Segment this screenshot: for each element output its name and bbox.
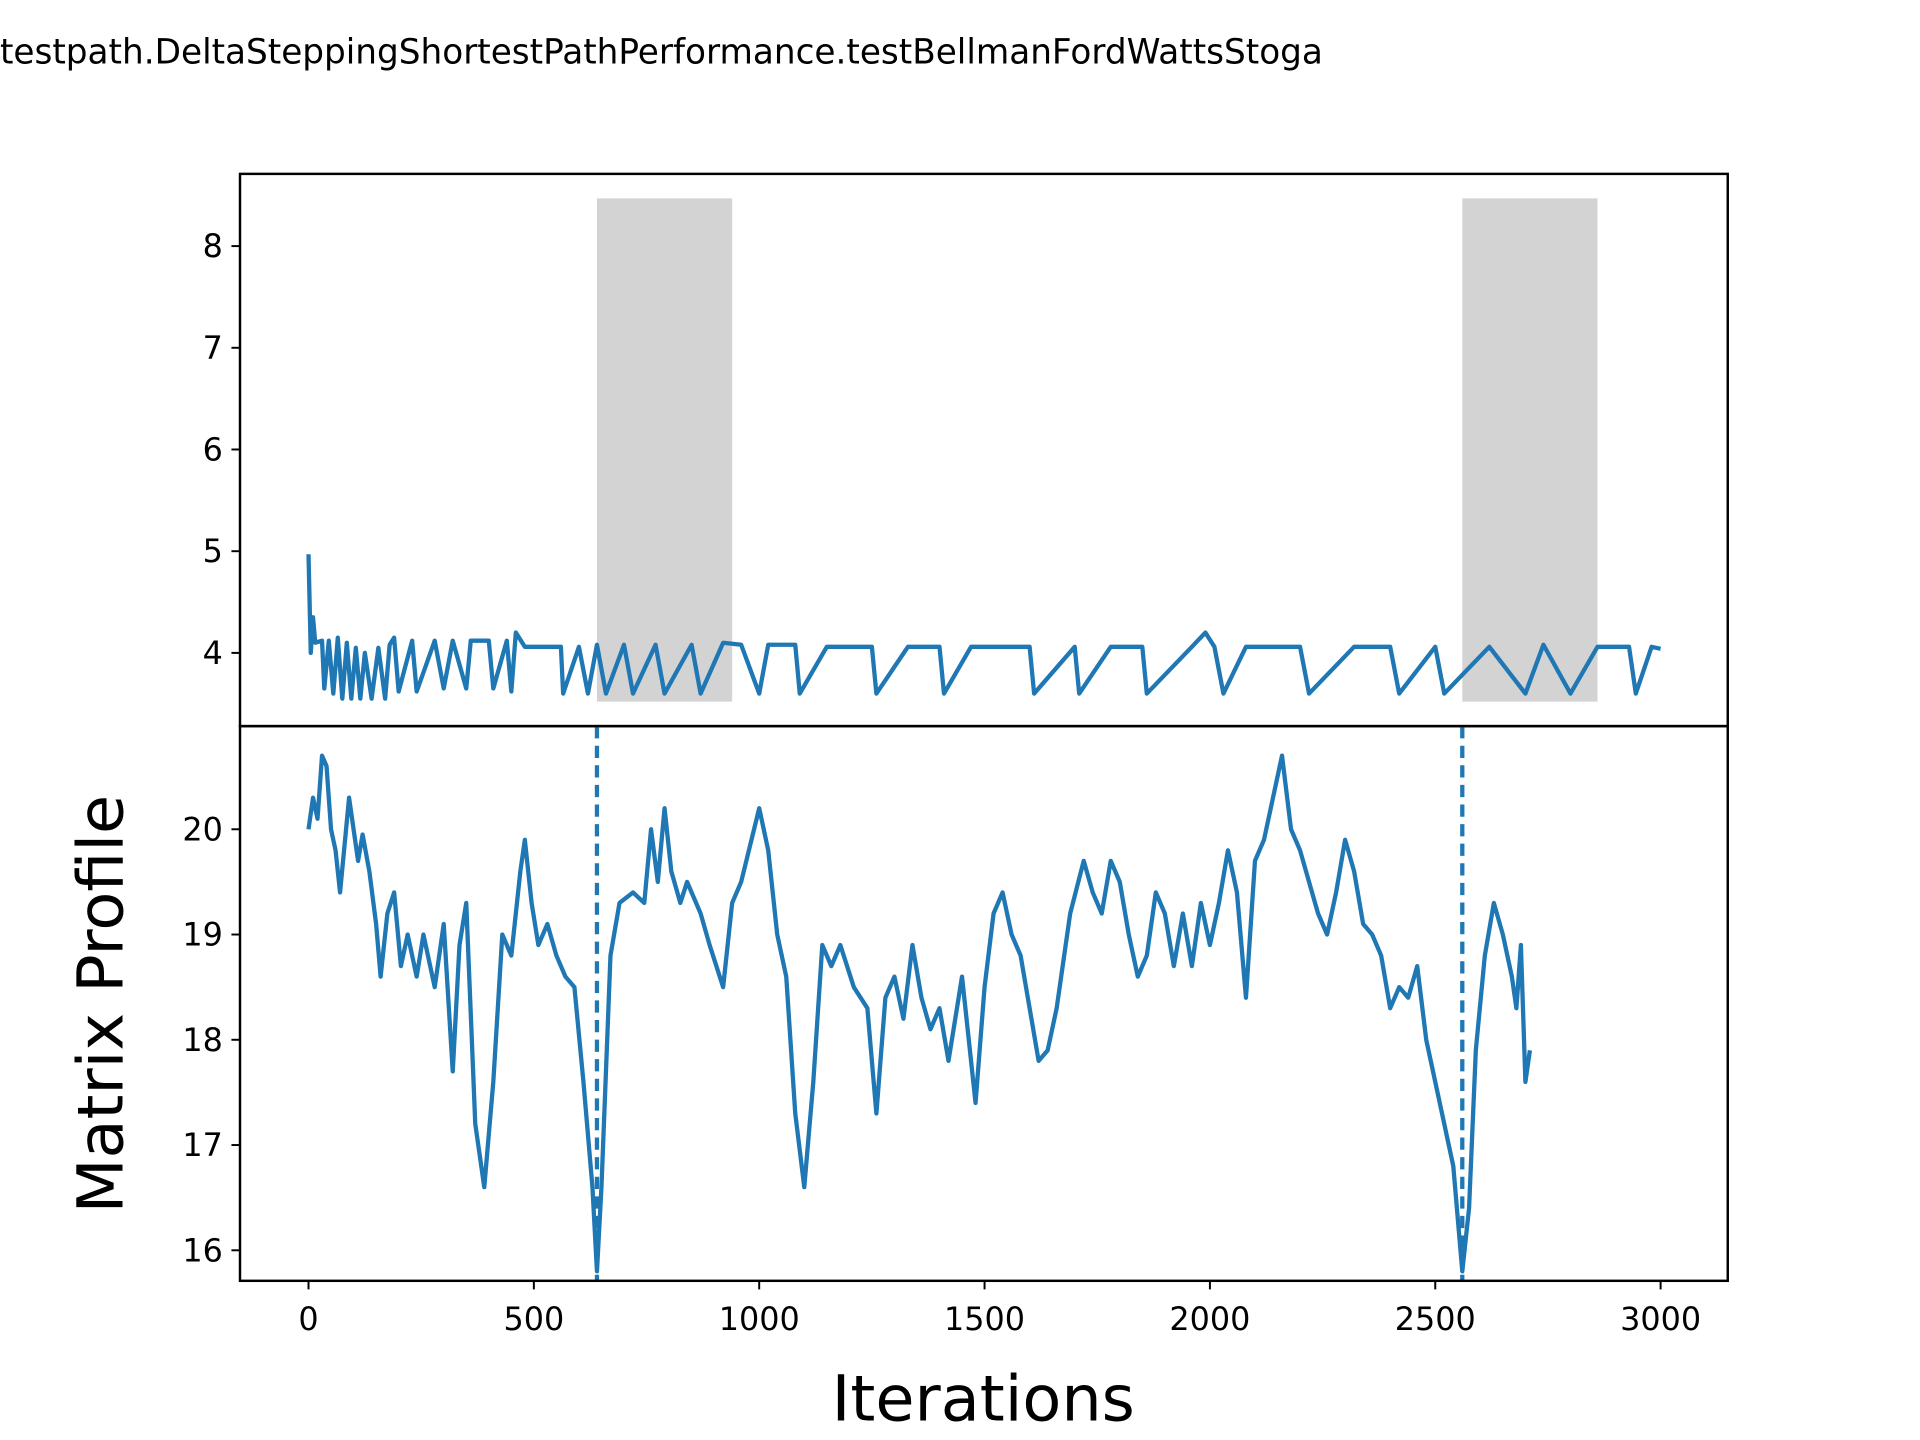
y-tick-label: 19 — [182, 916, 223, 954]
shaded-region — [596, 198, 733, 702]
y-tick-label: 17 — [182, 1126, 223, 1164]
data-line — [306, 753, 1533, 1274]
y-tick-label: 8 — [203, 227, 223, 265]
y-tick-label: 4 — [203, 634, 223, 672]
x-tick-label: 2500 — [1395, 1300, 1476, 1338]
x-axis-label: Iterations — [832, 1362, 1135, 1436]
data-line — [306, 554, 1662, 701]
shaded-region — [1462, 198, 1598, 702]
y-tick-label: 16 — [182, 1231, 223, 1269]
x-tick-label: 1000 — [719, 1300, 800, 1338]
y-axis-label: Matrix Profile — [64, 795, 138, 1214]
y-tick-label: 18 — [182, 1021, 223, 1059]
y-tick-label: 20 — [182, 810, 223, 848]
chart-title: testpath.DeltaSteppingShortestPathPerfor… — [0, 33, 1323, 73]
y-tick-label: 6 — [203, 431, 223, 469]
x-tick-label: 0 — [298, 1300, 318, 1338]
x-tick-label: 500 — [503, 1300, 564, 1338]
plot-frame — [238, 724, 1729, 1283]
x-tick-label: 2000 — [1169, 1300, 1250, 1338]
y-tick-label: 5 — [203, 532, 223, 570]
x-tick-label: 3000 — [1620, 1300, 1701, 1338]
x-tick-label: 1500 — [944, 1300, 1025, 1338]
y-tick-label: 7 — [203, 329, 223, 367]
